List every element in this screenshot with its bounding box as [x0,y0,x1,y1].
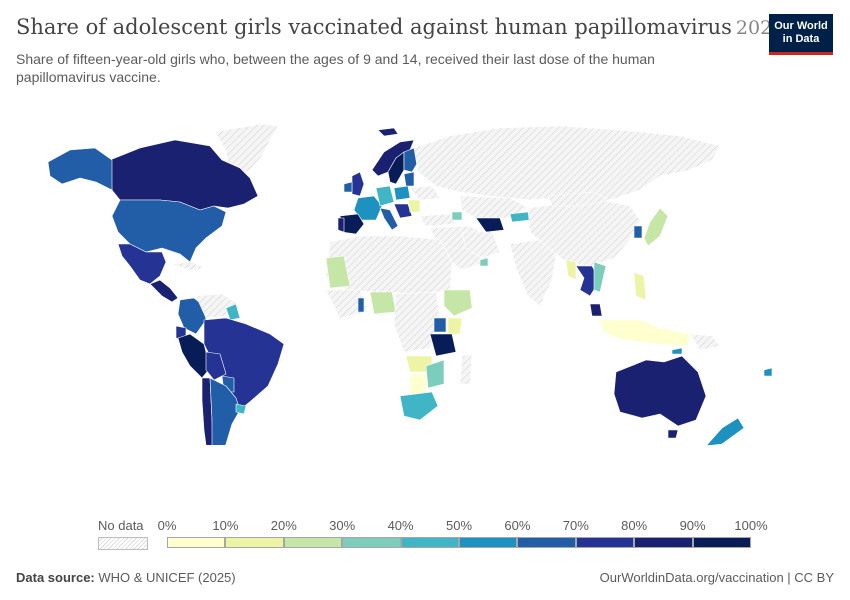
legend-tick-label: 60% [504,518,531,533]
country-india[interactable] [509,239,557,307]
chart-title: Share of adolescent girls vaccinated aga… [16,15,785,39]
legend-tick-label: 0% [157,518,177,533]
world-map[interactable] [0,115,850,445]
country-argentina[interactable] [209,377,241,445]
country-uganda-rwanda[interactable] [433,317,447,333]
country-portugal[interactable] [337,217,345,233]
country-south-africa[interactable] [399,391,439,421]
country-georgia[interactable] [451,211,463,221]
country-fiji[interactable] [763,367,773,377]
country-romania[interactable] [407,199,421,213]
country-nigeria[interactable] [369,291,397,315]
country-australia[interactable] [613,355,707,427]
country-philippines[interactable] [633,271,647,301]
country-png[interactable] [689,333,721,351]
country-myanmar[interactable] [565,259,577,281]
legend-tick-label: 40% [387,518,414,533]
country-uae[interactable] [479,257,489,267]
country-ireland[interactable] [343,181,353,193]
legend-tick-label: 30% [329,518,356,533]
country-south-korea[interactable] [633,225,643,239]
country-mauritania-mali[interactable] [325,255,351,289]
footer-url[interactable]: OurWorldinData.org/vaccination | CC BY [599,570,834,585]
country-malaysia[interactable] [589,303,603,317]
country-zimbabwe-moz[interactable] [425,359,445,389]
country-guyana[interactable] [225,303,241,321]
country-botswana[interactable] [409,373,427,395]
country-russia[interactable] [413,125,721,201]
legend-bin-swatch[interactable] [283,537,343,548]
country-madagascar[interactable] [459,353,473,385]
legend-bin-swatch[interactable] [575,537,635,548]
legend-bin-swatch[interactable] [225,537,284,548]
country-france[interactable] [353,195,383,221]
country-mongolia[interactable] [547,191,611,207]
legend-tick-label: 90% [679,518,706,533]
legend-bin-swatch[interactable] [634,537,693,548]
country-germany[interactable] [375,185,395,207]
country-central-america[interactable] [149,279,179,303]
country-colombia[interactable] [177,297,207,335]
data-source: Data source: WHO & UNICEF (2025) [16,570,236,585]
country-uzbekistan[interactable] [475,217,505,233]
chart-subtitle: Share of fifteen-year-old girls who, bet… [16,51,655,85]
country-japan[interactable] [643,207,669,247]
country-poland[interactable] [393,185,411,201]
country-central-africa[interactable] [393,291,441,353]
legend-bin-swatch[interactable] [459,537,518,548]
country-indonesia[interactable] [599,319,691,347]
country-peru[interactable] [177,333,211,379]
country-kazakhstan[interactable] [459,195,529,219]
country-baltics[interactable] [403,171,415,187]
legend-tick-label: 10% [212,518,239,533]
legend-bin-swatch[interactable] [517,537,576,548]
legend-bin-swatch[interactable] [342,537,401,548]
country-tasmania[interactable] [667,429,679,439]
country-iran[interactable] [461,231,501,259]
country-balkans[interactable] [393,203,413,219]
country-usa-alaska[interactable] [47,147,113,191]
country-greenland[interactable] [214,123,279,177]
legend-bin-swatch[interactable] [692,537,751,548]
country-turkey[interactable] [419,213,457,227]
legend-bin-swatch[interactable] [167,537,226,548]
legend-no-data-swatch[interactable] [98,537,148,550]
legend-tick-label: 80% [621,518,648,533]
country-ukraine[interactable] [409,185,441,201]
country-kyrgyzstan[interactable] [509,211,531,223]
country-cuba[interactable] [171,261,205,271]
country-ethiopia[interactable] [443,289,473,317]
country-timor[interactable] [671,347,683,355]
country-uk[interactable] [351,171,365,197]
country-kenya[interactable] [447,317,463,335]
country-west-africa[interactable] [325,289,369,319]
legend-tick-label: 50% [445,518,473,533]
legend-bin-swatch[interactable] [400,537,459,548]
country-finland[interactable] [403,147,419,173]
legend-no-data-label: No data [98,518,144,533]
country-italy[interactable] [379,207,399,231]
country-tanzania[interactable] [429,333,457,357]
country-uruguay[interactable] [235,403,247,415]
country-bolivia[interactable] [205,351,227,381]
legend-tick-label: 100% [734,518,768,533]
legend-tick-label: 20% [270,518,297,533]
country-usa[interactable] [111,199,227,263]
country-ghana[interactable] [357,297,365,313]
country-iceland[interactable] [377,127,399,137]
country-vietnam[interactable] [593,261,607,293]
country-mexico[interactable] [117,243,167,285]
country-new-zealand[interactable] [706,417,745,445]
legend-tick-label: 70% [562,518,589,533]
owid-logo[interactable]: Our World in Data [769,14,833,55]
